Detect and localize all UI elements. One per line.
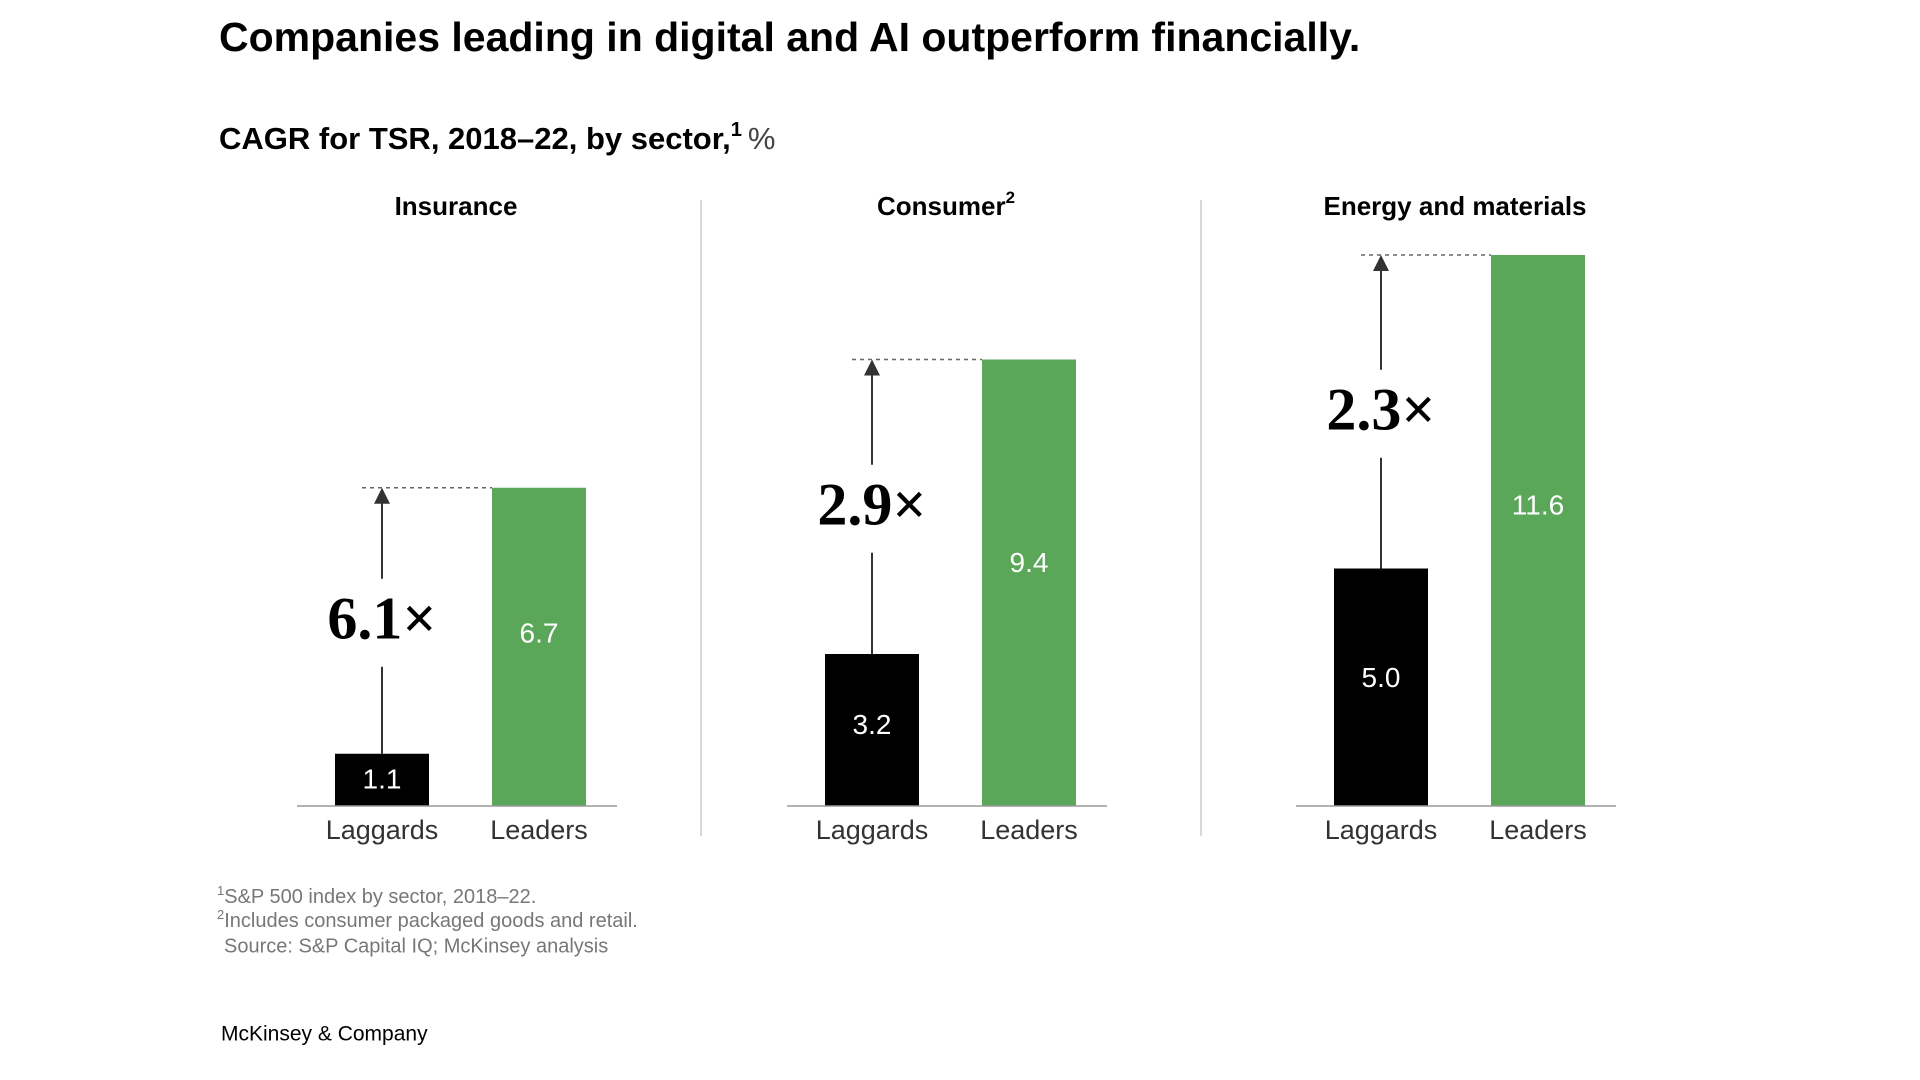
x-tick-label: Laggards [1325, 815, 1438, 845]
x-tick-label: Leaders [490, 815, 588, 845]
subtitle-text: CAGR for TSR, 2018–22, by sector, [219, 121, 731, 156]
chart-subtitle: CAGR for TSR, 2018–22, by sector,1% [219, 119, 775, 156]
footnote-text: S&P 500 index by sector, 2018–22. [224, 886, 536, 908]
source: Source: S&P Capital IQ; McKinsey analysi… [224, 935, 608, 957]
bar [982, 359, 1076, 806]
panel-title: Insurance [395, 191, 518, 221]
value-label: 3.2 [853, 709, 892, 740]
bar [335, 753, 429, 806]
bar [825, 654, 919, 806]
x-tick-label: Laggards [326, 815, 439, 845]
chart-title: Companies leading in digital and AI outp… [219, 14, 1360, 60]
arrow-head [374, 487, 390, 504]
x-tick-label: Leaders [980, 815, 1078, 845]
value-label: 1.1 [363, 764, 402, 795]
value-label: 9.4 [1010, 547, 1049, 578]
arrow-head [1373, 255, 1389, 271]
bar [492, 487, 586, 806]
bar [1491, 255, 1585, 806]
footnote-marker: 2 [217, 907, 224, 922]
panel-title: Consumer2 [877, 188, 1015, 220]
subtitle-note: 1 [731, 119, 742, 141]
value-label: 6.7 [520, 617, 559, 648]
multiplier: 2.3× [1326, 377, 1435, 443]
x-tick-label: Laggards [816, 815, 929, 845]
value-label: 11.6 [1512, 489, 1564, 520]
footnotes: 1S&P 500 index by sector, 2018–22.2Inclu… [217, 883, 638, 957]
panel-title-text: Consumer [877, 191, 1006, 221]
panel-title-text: Insurance [395, 191, 518, 221]
panel-title: Energy and materials [1324, 191, 1587, 221]
x-tick-label: Leaders [1489, 815, 1587, 845]
panel-title-text: Energy and materials [1324, 191, 1587, 221]
subtitle-unit: % [748, 121, 776, 156]
arrow-head [864, 359, 880, 376]
footnote-text: Includes consumer packaged goods and ret… [224, 910, 638, 932]
value-label: 5.0 [1362, 662, 1401, 693]
footnote: 2Includes consumer packaged goods and re… [217, 907, 638, 932]
multiplier: 6.1× [327, 586, 436, 652]
bar [1334, 568, 1428, 806]
panel-title-note: 2 [1006, 188, 1015, 207]
multiplier: 2.9× [817, 472, 926, 538]
footnote-marker: 1 [217, 883, 224, 898]
footnote: 1S&P 500 index by sector, 2018–22. [217, 883, 536, 908]
logo: McKinsey & Company [221, 1023, 428, 1046]
